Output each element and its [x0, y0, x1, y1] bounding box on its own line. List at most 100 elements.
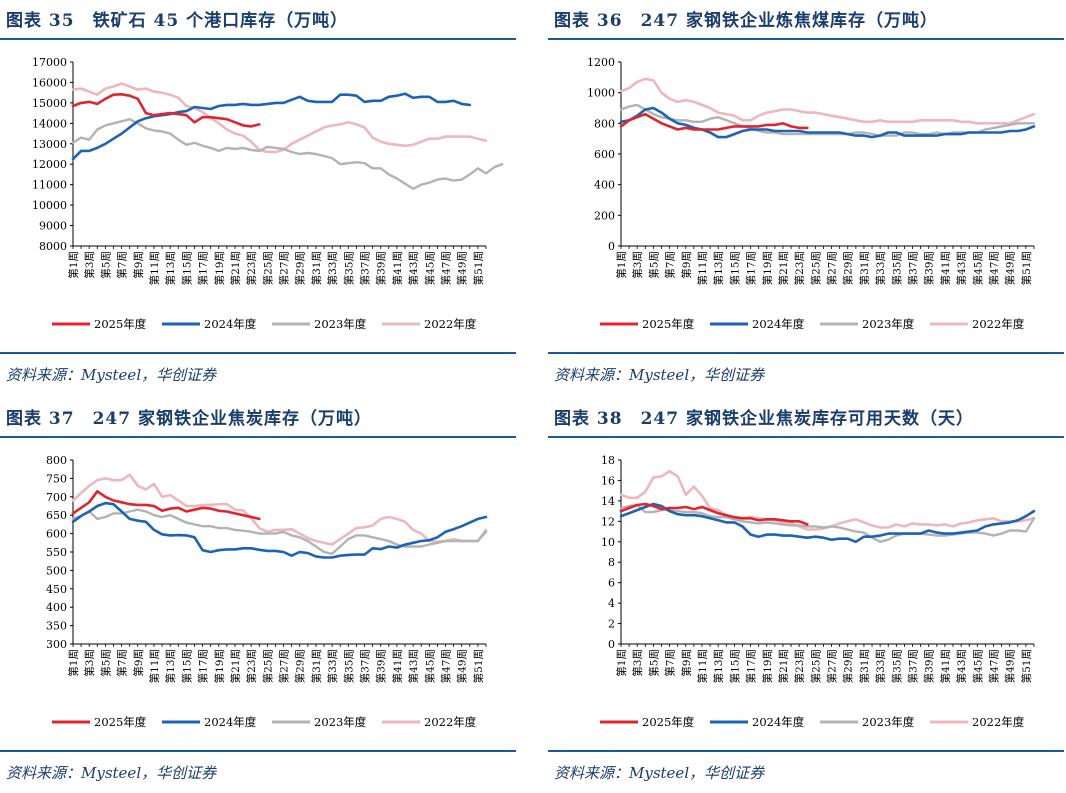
x-tick-label: 第37周 — [359, 251, 372, 285]
x-tick-label: 第45周 — [971, 251, 984, 285]
series-line-2023 — [71, 508, 488, 556]
coke-inventory-chart: 300350400450500550600650700750800第1周 第3周第… — [46, 454, 488, 729]
iron-ore-inventory-chart: 8000 9000 10000 11000 12000 13000 14000 15000 16… — [32, 56, 504, 331]
legend-label: 2022年度 — [972, 317, 1025, 331]
x-tick-label: 第13周 — [164, 649, 177, 683]
y-tick-label: 0 — [608, 638, 615, 651]
x-tick-label: 第43周 — [407, 649, 420, 683]
x-tick-label: 第3周 — [83, 251, 96, 279]
series-line-2024 — [71, 92, 472, 161]
x-tick-label: 第49周 — [456, 251, 469, 285]
x-tick-label: 第31周 — [310, 251, 323, 285]
y-tick-label: 12 — [601, 515, 615, 528]
legend-label: 2023年度 — [862, 715, 915, 729]
legend-label: 2022年度 — [424, 715, 477, 729]
y-tick-label: 8 — [608, 556, 615, 569]
x-tick-label: 第23周 — [793, 251, 806, 285]
title-divider — [548, 436, 1064, 438]
y-tick-label: 14 — [601, 495, 615, 508]
x-tick-label: 第33周 — [874, 251, 887, 285]
x-tick-label: 第13周 — [712, 649, 725, 683]
y-tick-label: 600 — [594, 148, 615, 161]
x-tick-label: 第9周 — [132, 251, 145, 279]
y-tick-label: 17000 — [32, 56, 67, 69]
source-note: 资料来源：Mysteel，华创证券 — [6, 366, 217, 384]
x-tick-label: 第25周 — [809, 649, 822, 683]
x-tick-label: 第43周 — [407, 251, 420, 285]
x-tick-label: 第3周 — [631, 251, 644, 279]
y-tick-label: 8000 — [39, 240, 67, 253]
x-tick-label: 第27周 — [278, 649, 291, 683]
y-tick-label: 550 — [46, 546, 67, 559]
x-tick-label: 第39周 — [375, 649, 388, 683]
x-tick-label: 第21周 — [229, 251, 242, 285]
y-tick-label: 800 — [594, 117, 615, 130]
x-tick-label: 第17周 — [197, 251, 210, 285]
legend-label: 2023年度 — [862, 317, 915, 331]
x-tick-label: 第3周 — [83, 649, 96, 677]
panel-coke-available-days: 图表 38 247 家钢铁企业焦炭库存可用天数（天） 0 2 4 6 8 10 12 14 16… — [548, 398, 1064, 793]
y-tick-label: 1000 — [587, 87, 615, 100]
x-tick-label: 第13周 — [712, 251, 725, 285]
series-line-2023 — [619, 103, 1036, 137]
x-tick-label: 第23周 — [245, 251, 258, 285]
x-tick-label: 第15周 — [728, 251, 741, 285]
x-tick-label: 第35周 — [890, 649, 903, 683]
legend-label: 2022年度 — [972, 715, 1025, 729]
y-tick-label: 500 — [46, 564, 67, 577]
x-tick-label: 第7周 — [116, 251, 129, 279]
chart-title: 图表 35 铁矿石 45 个港口库存（万吨） — [6, 11, 349, 31]
series-line-2025 — [71, 92, 261, 128]
x-tick-label: 第41周 — [939, 251, 952, 285]
legend-label: 2025年度 — [94, 317, 147, 331]
y-tick-label: 800 — [46, 454, 67, 467]
y-tick-label: 400 — [46, 601, 67, 614]
y-tick-label: 10000 — [32, 199, 67, 212]
legend-label: 2023年度 — [314, 317, 367, 331]
x-tick-label: 第5周 — [647, 251, 660, 279]
x-tick-label: 第47周 — [988, 251, 1001, 285]
x-tick-label: 第11周 — [148, 649, 161, 683]
y-tick-label: 18 — [601, 454, 615, 467]
x-tick-label: 第51周 — [472, 251, 485, 285]
x-tick-label: 第33周 — [874, 649, 887, 683]
y-tick-label: 700 — [46, 491, 67, 504]
y-tick-label: 16 — [601, 474, 615, 487]
x-tick-label: 第15周 — [728, 649, 741, 683]
x-tick-label: 第25周 — [261, 649, 274, 683]
x-tick-label: 第37周 — [359, 649, 372, 683]
source-divider — [548, 352, 1064, 354]
x-tick-label: 第1周 — [615, 251, 628, 279]
coking-coal-inventory-chart: 0 200 400 600 800 1000 1200 第1周 第3周 第5周 第7周 第9周 第11周… — [587, 56, 1036, 331]
legend-label: 2024年度 — [204, 715, 257, 729]
legend-label: 2024年度 — [752, 715, 805, 729]
series-line-2022 — [619, 77, 1036, 125]
y-tick-label: 750 — [46, 472, 67, 485]
x-tick-label: 第27周 — [826, 251, 839, 285]
x-tick-label: 第15周 — [180, 251, 193, 285]
x-tick-label: 第27周 — [278, 251, 291, 285]
x-tick-label: 第27周 — [826, 649, 839, 683]
x-tick-label: 第41周 — [391, 649, 404, 683]
x-tick-label: 第21周 — [777, 649, 790, 683]
chart-title: 图表 36 247 家钢铁企业炼焦煤库存（万吨） — [554, 11, 938, 31]
y-tick-label: 13000 — [32, 138, 67, 151]
x-tick-label: 第31周 — [858, 251, 871, 285]
source-divider — [0, 750, 516, 752]
x-tick-label: 第31周 — [310, 649, 323, 683]
y-tick-label: 14000 — [32, 117, 67, 130]
title-divider — [0, 38, 516, 40]
y-tick-label: 12000 — [32, 158, 67, 171]
x-tick-label: 第9周 — [132, 649, 145, 677]
y-tick-label: 15000 — [32, 97, 67, 110]
x-tick-label: 第7周 — [664, 649, 677, 677]
x-tick-label: 第1周 — [67, 251, 80, 279]
series-line-2023 — [71, 117, 504, 191]
y-tick-label: 200 — [594, 209, 615, 222]
y-tick-label: 300 — [46, 638, 67, 651]
x-tick-label: 第37周 — [907, 251, 920, 285]
title-divider — [548, 38, 1064, 40]
x-tick-label: 第7周 — [664, 251, 677, 279]
series-line-2025 — [71, 489, 261, 521]
